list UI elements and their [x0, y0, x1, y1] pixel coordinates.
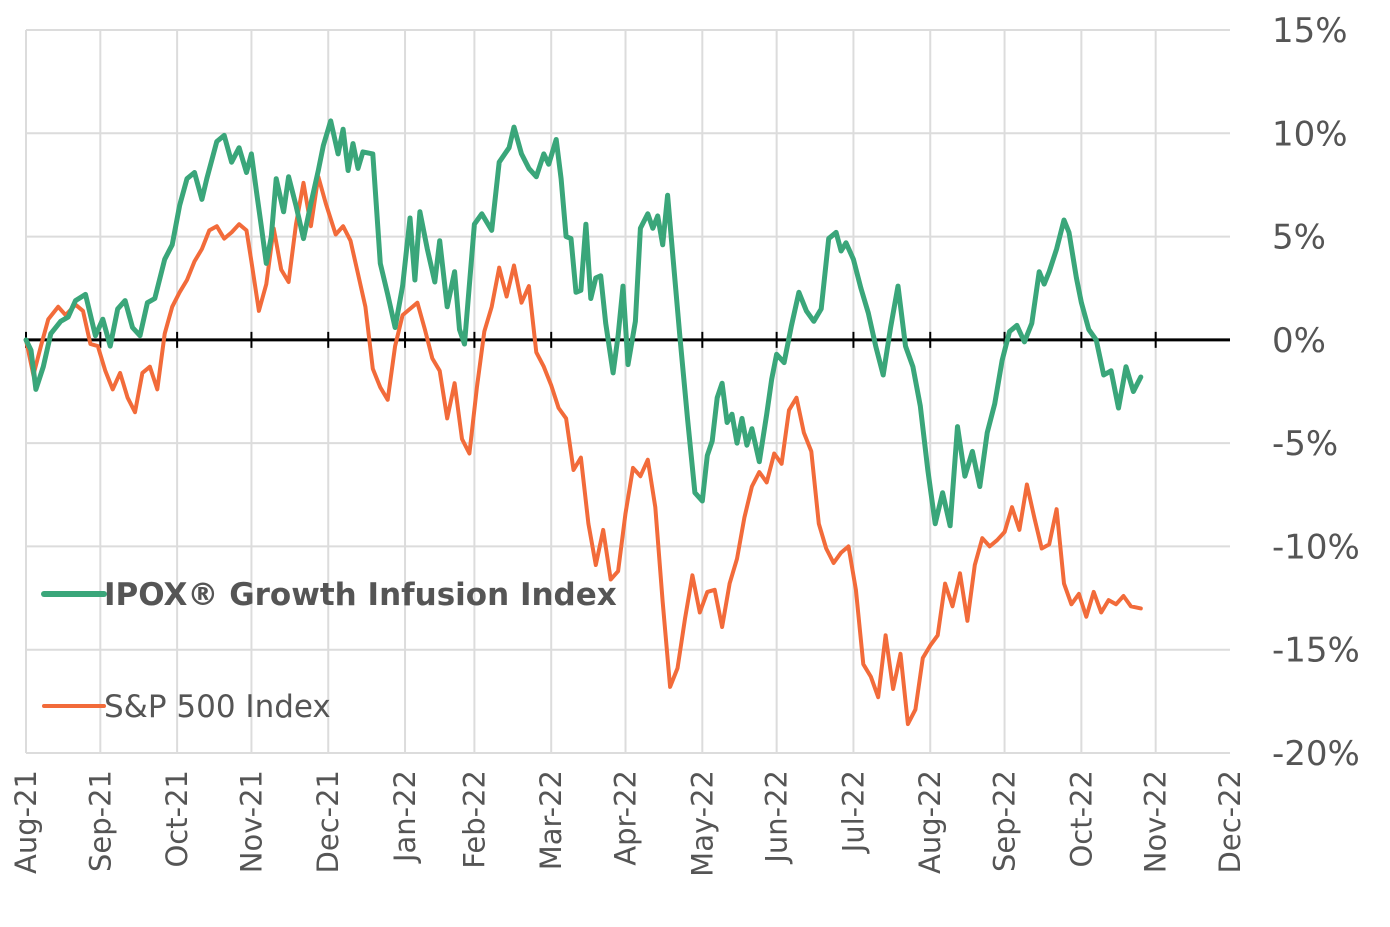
x-tick-label: Nov-21: [234, 770, 268, 873]
x-tick-label: Dec-22: [1213, 770, 1247, 873]
x-tick-label: Sep-21: [83, 770, 117, 872]
y-tick-label: 5%: [1272, 218, 1326, 258]
legend-label: IPOX® Growth Infusion Index: [104, 577, 617, 613]
legend: IPOX® Growth Infusion Index S&P 500 Index: [41, 577, 617, 725]
x-tick-label: Oct-21: [160, 770, 194, 868]
x-tick-label: Oct-22: [1064, 770, 1098, 868]
legend-label: S&P 500 Index: [104, 689, 331, 725]
series-lines: [23, 118, 1144, 727]
x-tick-label: Nov-22: [1139, 770, 1173, 873]
y-tick-label: -20%: [1272, 734, 1360, 774]
y-tick-label: -5%: [1272, 424, 1338, 464]
y-tick-label: 0%: [1272, 321, 1326, 361]
x-tick-label: Sep-22: [988, 770, 1022, 872]
y-tick-label: -10%: [1272, 527, 1360, 567]
x-tick-label: Dec-21: [311, 770, 345, 873]
x-tick-label: Feb-22: [457, 770, 491, 869]
x-tick-label: Jun-22: [760, 770, 794, 865]
x-tick-label: May-22: [685, 770, 719, 877]
series-line-s-p-500-index: [24, 174, 1143, 727]
grid-lines: [25, 29, 1230, 754]
y-tick-label: -15%: [1272, 631, 1360, 671]
y-tick-label: 15%: [1272, 11, 1348, 51]
x-tick-label: Aug-21: [9, 770, 43, 874]
x-tick-label: Jan-22: [388, 770, 422, 864]
x-tick-label: Jul-22: [836, 770, 870, 854]
series-line-ipox-growth-infusion-index: [23, 118, 1144, 529]
x-tick-label: Mar-22: [534, 770, 568, 870]
y-axis-tick-labels: 15% 10% 5% 0% -5% -10% -15% -20%: [1272, 11, 1360, 774]
y-tick-label: 10%: [1272, 114, 1348, 154]
x-axis-tick-labels: Aug-21 Sep-21 Oct-21 Nov-21 Dec-21 Jan-22 Feb-…: [9, 770, 1247, 877]
x-tick-label: Apr-22: [609, 770, 643, 866]
x-tick-label: Aug-22: [913, 770, 947, 874]
